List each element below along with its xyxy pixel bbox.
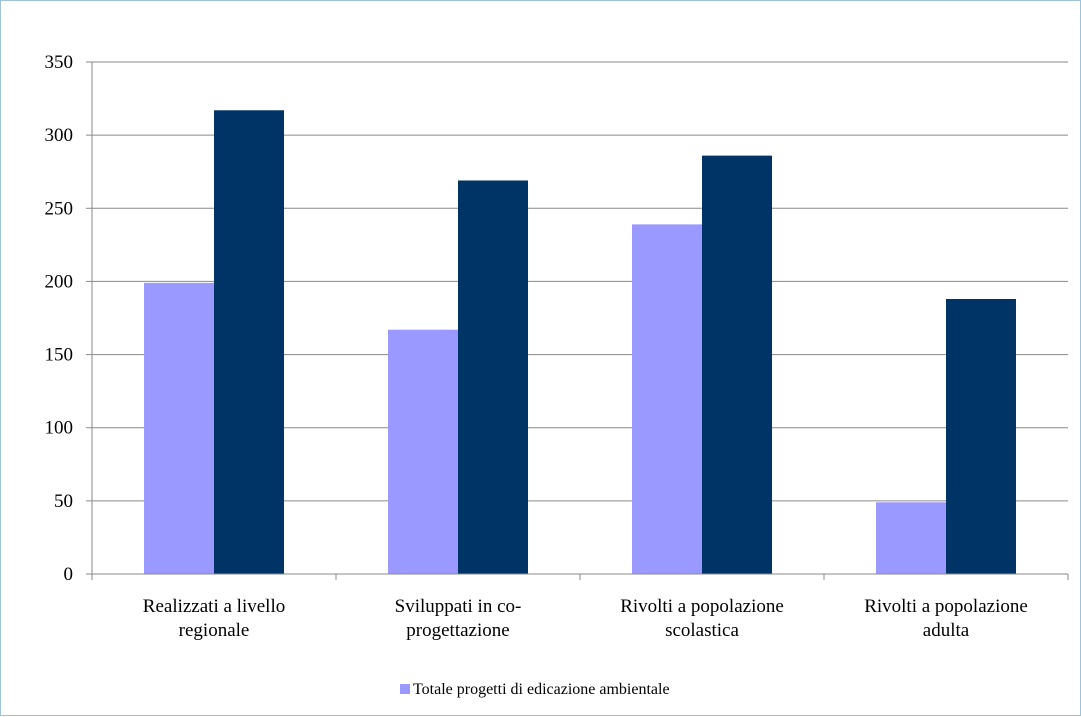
y-tick-labels: 0 50 100 150 200 250 300 350: [45, 52, 74, 585]
bars: [144, 110, 1016, 574]
x-category-labels: Realizzati a livello regionale Sviluppati …: [143, 596, 1028, 641]
bar-series1-3: [632, 224, 702, 574]
axes: [86, 61, 1069, 580]
x-category-label-2-line-1: Sviluppati in co-: [395, 596, 522, 617]
y-tick-label-250: 250: [45, 198, 74, 219]
x-category-label-1-line-1: Realizzati a livello: [143, 596, 285, 617]
y-tick-label-350: 350: [45, 52, 74, 73]
y-tick-label-100: 100: [45, 418, 74, 439]
bar-series1-4: [876, 502, 946, 574]
x-category-label-4-line-2: adulta: [923, 620, 970, 641]
y-tick-label-200: 200: [45, 271, 74, 292]
legend-swatch-1: [400, 684, 410, 694]
y-tick-label-150: 150: [45, 345, 74, 366]
bar-series2-4: [946, 298, 1016, 574]
y-tick-label-300: 300: [45, 125, 74, 146]
y-tick-label-50: 50: [54, 491, 73, 512]
bar-series2-3: [702, 155, 772, 574]
bar-series2-1: [214, 110, 284, 574]
x-category-label-2-line-2: progettazione: [406, 620, 509, 641]
legend-label-1: Totale progetti di edicazione ambientale: [413, 681, 670, 698]
bar-series1-1: [144, 282, 214, 574]
x-category-label-4-line-1: Rivolti a popolazione: [864, 596, 1028, 617]
y-tick-label-0: 0: [64, 564, 74, 585]
bar-series2-2: [458, 180, 528, 574]
x-category-label-3-line-2: scolastica: [665, 620, 739, 641]
bar-series1-2: [388, 329, 458, 574]
x-category-label-3-line-1: Rivolti a popolazione: [620, 596, 784, 617]
x-category-label-1-line-2: regionale: [179, 620, 250, 641]
legend: Totale progetti di edicazione ambientale: [400, 681, 670, 698]
